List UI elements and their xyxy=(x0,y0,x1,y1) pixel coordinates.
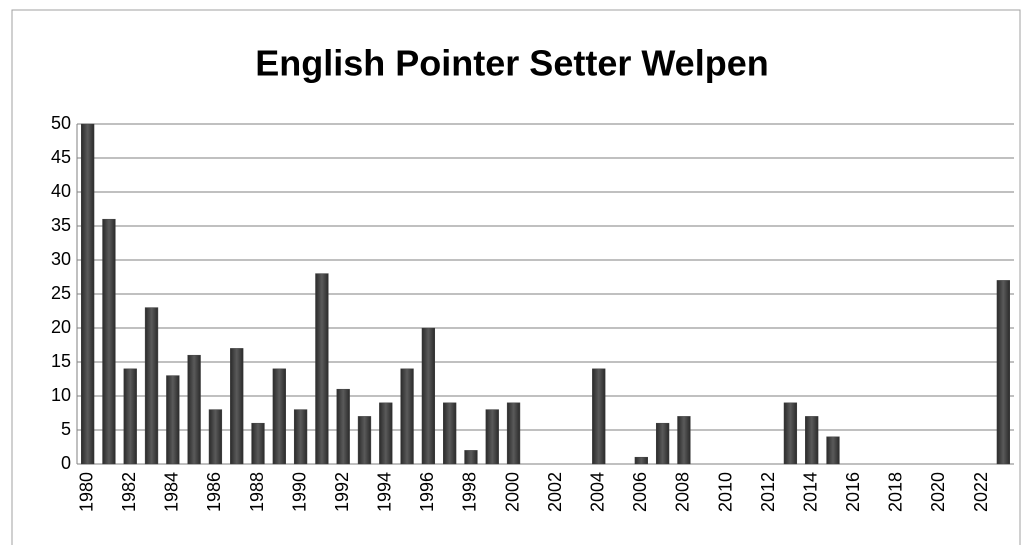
y-tick-label: 10 xyxy=(51,385,71,405)
chart-frame xyxy=(11,9,1021,545)
x-tick-label: 2022 xyxy=(971,472,991,512)
bar xyxy=(506,402,521,465)
bar xyxy=(996,280,1010,465)
bar xyxy=(272,368,286,465)
bar xyxy=(166,375,180,465)
bar xyxy=(102,218,116,465)
bar xyxy=(677,416,691,465)
y-tick-label: 35 xyxy=(51,215,71,235)
x-tick-label: 1984 xyxy=(162,472,182,512)
y-tick-label: 5 xyxy=(61,419,71,439)
bar xyxy=(592,368,606,465)
x-tick-label: 2004 xyxy=(587,472,607,512)
x-tick-label: 1982 xyxy=(119,472,139,512)
bar xyxy=(655,422,670,465)
x-tick-label: 2012 xyxy=(758,472,778,512)
bar xyxy=(123,368,137,465)
bar xyxy=(293,409,308,465)
bar xyxy=(464,450,478,465)
bar xyxy=(187,354,201,465)
y-tick-label: 20 xyxy=(51,317,71,337)
y-tick-label: 15 xyxy=(51,351,71,371)
bar xyxy=(81,123,95,465)
x-tick-label: 1980 xyxy=(76,472,96,512)
x-tick-label: 2006 xyxy=(630,472,650,512)
x-tick-label: 1998 xyxy=(460,472,480,512)
x-tick-label: 2014 xyxy=(800,472,820,512)
x-tick-label: 2008 xyxy=(673,472,693,512)
bar xyxy=(208,409,223,465)
x-tick-label: 1988 xyxy=(247,472,267,512)
x-tick-label: 1986 xyxy=(204,472,224,512)
y-tick-label: 0 xyxy=(61,453,71,473)
y-tick-label: 25 xyxy=(51,283,71,303)
bar xyxy=(400,368,414,465)
x-tick-label: 2020 xyxy=(928,472,948,512)
y-tick-label: 40 xyxy=(51,181,71,201)
bar xyxy=(315,273,329,465)
x-tick-label: 1996 xyxy=(417,472,437,512)
bar xyxy=(357,416,372,465)
x-tick-label: 2016 xyxy=(843,472,863,512)
x-tick-label: 2000 xyxy=(502,472,522,512)
bar xyxy=(251,422,265,465)
y-tick-label: 30 xyxy=(51,249,71,269)
bar xyxy=(230,348,244,465)
bar xyxy=(783,402,798,465)
bar xyxy=(144,307,159,465)
y-tick-label: 50 xyxy=(51,113,71,133)
y-tick-label: 45 xyxy=(51,147,71,167)
x-tick-label: 2018 xyxy=(886,472,906,512)
chart-title: English Pointer Setter Welpen xyxy=(255,43,768,84)
x-tick-label: 1992 xyxy=(332,472,352,512)
x-tick-label: 1990 xyxy=(289,472,309,512)
x-tick-label: 2002 xyxy=(545,472,565,512)
bar xyxy=(443,402,457,465)
bar xyxy=(485,409,499,465)
bar xyxy=(379,402,393,465)
bar xyxy=(421,327,436,465)
bar xyxy=(336,388,350,465)
x-tick-label: 2010 xyxy=(715,472,735,512)
bar xyxy=(826,436,840,465)
bar xyxy=(805,416,819,465)
bar xyxy=(634,456,648,465)
x-tick-label: 1994 xyxy=(375,472,395,512)
